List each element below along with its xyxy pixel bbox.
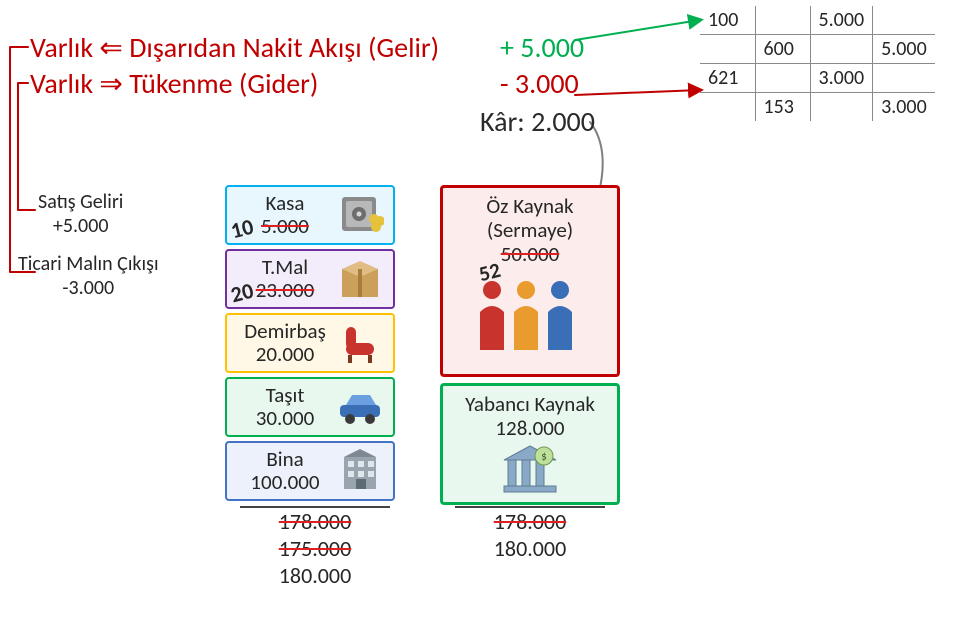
- equity-totals: 178.000180.000: [455, 506, 605, 562]
- account-cell: 3.000: [810, 64, 873, 93]
- account-cell: [755, 64, 810, 93]
- asset-box-demirbaş: Demirbaş 20.000: [225, 313, 395, 373]
- car-icon: [335, 383, 385, 431]
- header-kar: Kâr: 2.000: [480, 104, 595, 139]
- gelir-text: Varlık ⇐ Dışarıdan Nakit Akışı (Gelir): [30, 30, 439, 65]
- bank-icon: $: [500, 442, 560, 496]
- header-value-gelir: + 5.000: [500, 30, 584, 65]
- account-cell: [810, 93, 873, 122]
- asset-box-bina: Bina 100.000: [225, 441, 395, 501]
- account-cell: [810, 35, 873, 64]
- account-cell: 621: [700, 64, 755, 93]
- oz-title1: Öz Kaynak: [451, 194, 609, 218]
- account-cell: 5.000: [810, 6, 873, 35]
- assets-column: 10 Kasa 5.000 20 T.Mal 23.000 Demirbaş 2…: [225, 185, 395, 505]
- account-cell: [700, 93, 755, 122]
- account-cell: [873, 6, 935, 35]
- header-line-gelir: Varlık ⇐ Dışarıdan Nakit Akışı (Gelir): [30, 30, 439, 65]
- assets-totals: 178.000175.000180.000: [240, 506, 390, 589]
- equity-column: Öz Kaynak (Sermaye) 50.000 52 Yabancı Ka…: [440, 185, 620, 505]
- safe-icon: [335, 191, 385, 239]
- account-cell: [700, 35, 755, 64]
- asset-name: Bina: [235, 448, 335, 471]
- account-cell: 100: [700, 6, 755, 35]
- account-table: 1005.0006005.0006213.0001533.000: [700, 6, 935, 121]
- header-value-gider: - 3.000: [500, 66, 579, 101]
- satis-value: +5.000: [38, 214, 123, 238]
- asset-value: 100.000: [235, 471, 335, 494]
- asset-name: T.Mal: [235, 256, 335, 279]
- asset-value: 30.000: [235, 407, 335, 430]
- asset-total: 180.000: [240, 562, 390, 589]
- kar-text: Kâr: 2.000: [480, 104, 595, 139]
- building-icon: [335, 447, 385, 495]
- oz-kaynak-box: Öz Kaynak (Sermaye) 50.000 52: [440, 185, 620, 377]
- svg-text:$: $: [541, 450, 547, 463]
- account-cell: 600: [755, 35, 810, 64]
- asset-name: Demirbaş: [235, 320, 335, 343]
- gelir-value: + 5.000: [500, 30, 584, 65]
- header-line-gider: Varlık ⇒ Tükenme (Gider): [30, 66, 318, 101]
- asset-value: 20.000: [235, 343, 335, 366]
- account-cell: 153: [755, 93, 810, 122]
- asset-name: Taşıt: [235, 384, 335, 407]
- gider-value: - 3.000: [500, 66, 579, 101]
- asset-box-kasa: 10 Kasa 5.000: [225, 185, 395, 245]
- chair-icon: [335, 319, 385, 367]
- account-cell: 3.000: [873, 93, 935, 122]
- yk-title: Yabancı Kaynak: [451, 392, 609, 416]
- ticari-title: Ticari Malın Çıkışı: [18, 252, 159, 276]
- gider-text: Varlık ⇒ Tükenme (Gider): [30, 66, 318, 101]
- oz-title2: (Sermaye): [451, 218, 609, 242]
- oz-prefix: 52: [476, 258, 503, 287]
- account-cell: [873, 64, 935, 93]
- asset-box-t.mal: 20 T.Mal 23.000: [225, 249, 395, 309]
- account-cell: [755, 6, 810, 35]
- box-icon: [335, 255, 385, 303]
- equity-total: 180.000: [455, 535, 605, 562]
- satis-geliri-label: Satış Geliri +5.000: [38, 190, 123, 238]
- asset-total: 178.000: [240, 508, 390, 535]
- satis-title: Satış Geliri: [38, 190, 123, 214]
- asset-total: 175.000: [240, 535, 390, 562]
- asset-box-taşıt: Taşıt 30.000: [225, 377, 395, 437]
- account-cell: 5.000: [873, 35, 935, 64]
- oz-value: 50.000: [501, 241, 560, 267]
- asset-name: Kasa: [235, 192, 335, 215]
- yabanci-kaynak-box: Yabancı Kaynak 128.000 $: [440, 383, 620, 505]
- yk-value: 128.000: [451, 416, 609, 440]
- equity-total: 178.000: [455, 508, 605, 535]
- ticari-value: -3.000: [18, 276, 159, 300]
- ticari-mal-label: Ticari Malın Çıkışı -3.000: [18, 252, 159, 300]
